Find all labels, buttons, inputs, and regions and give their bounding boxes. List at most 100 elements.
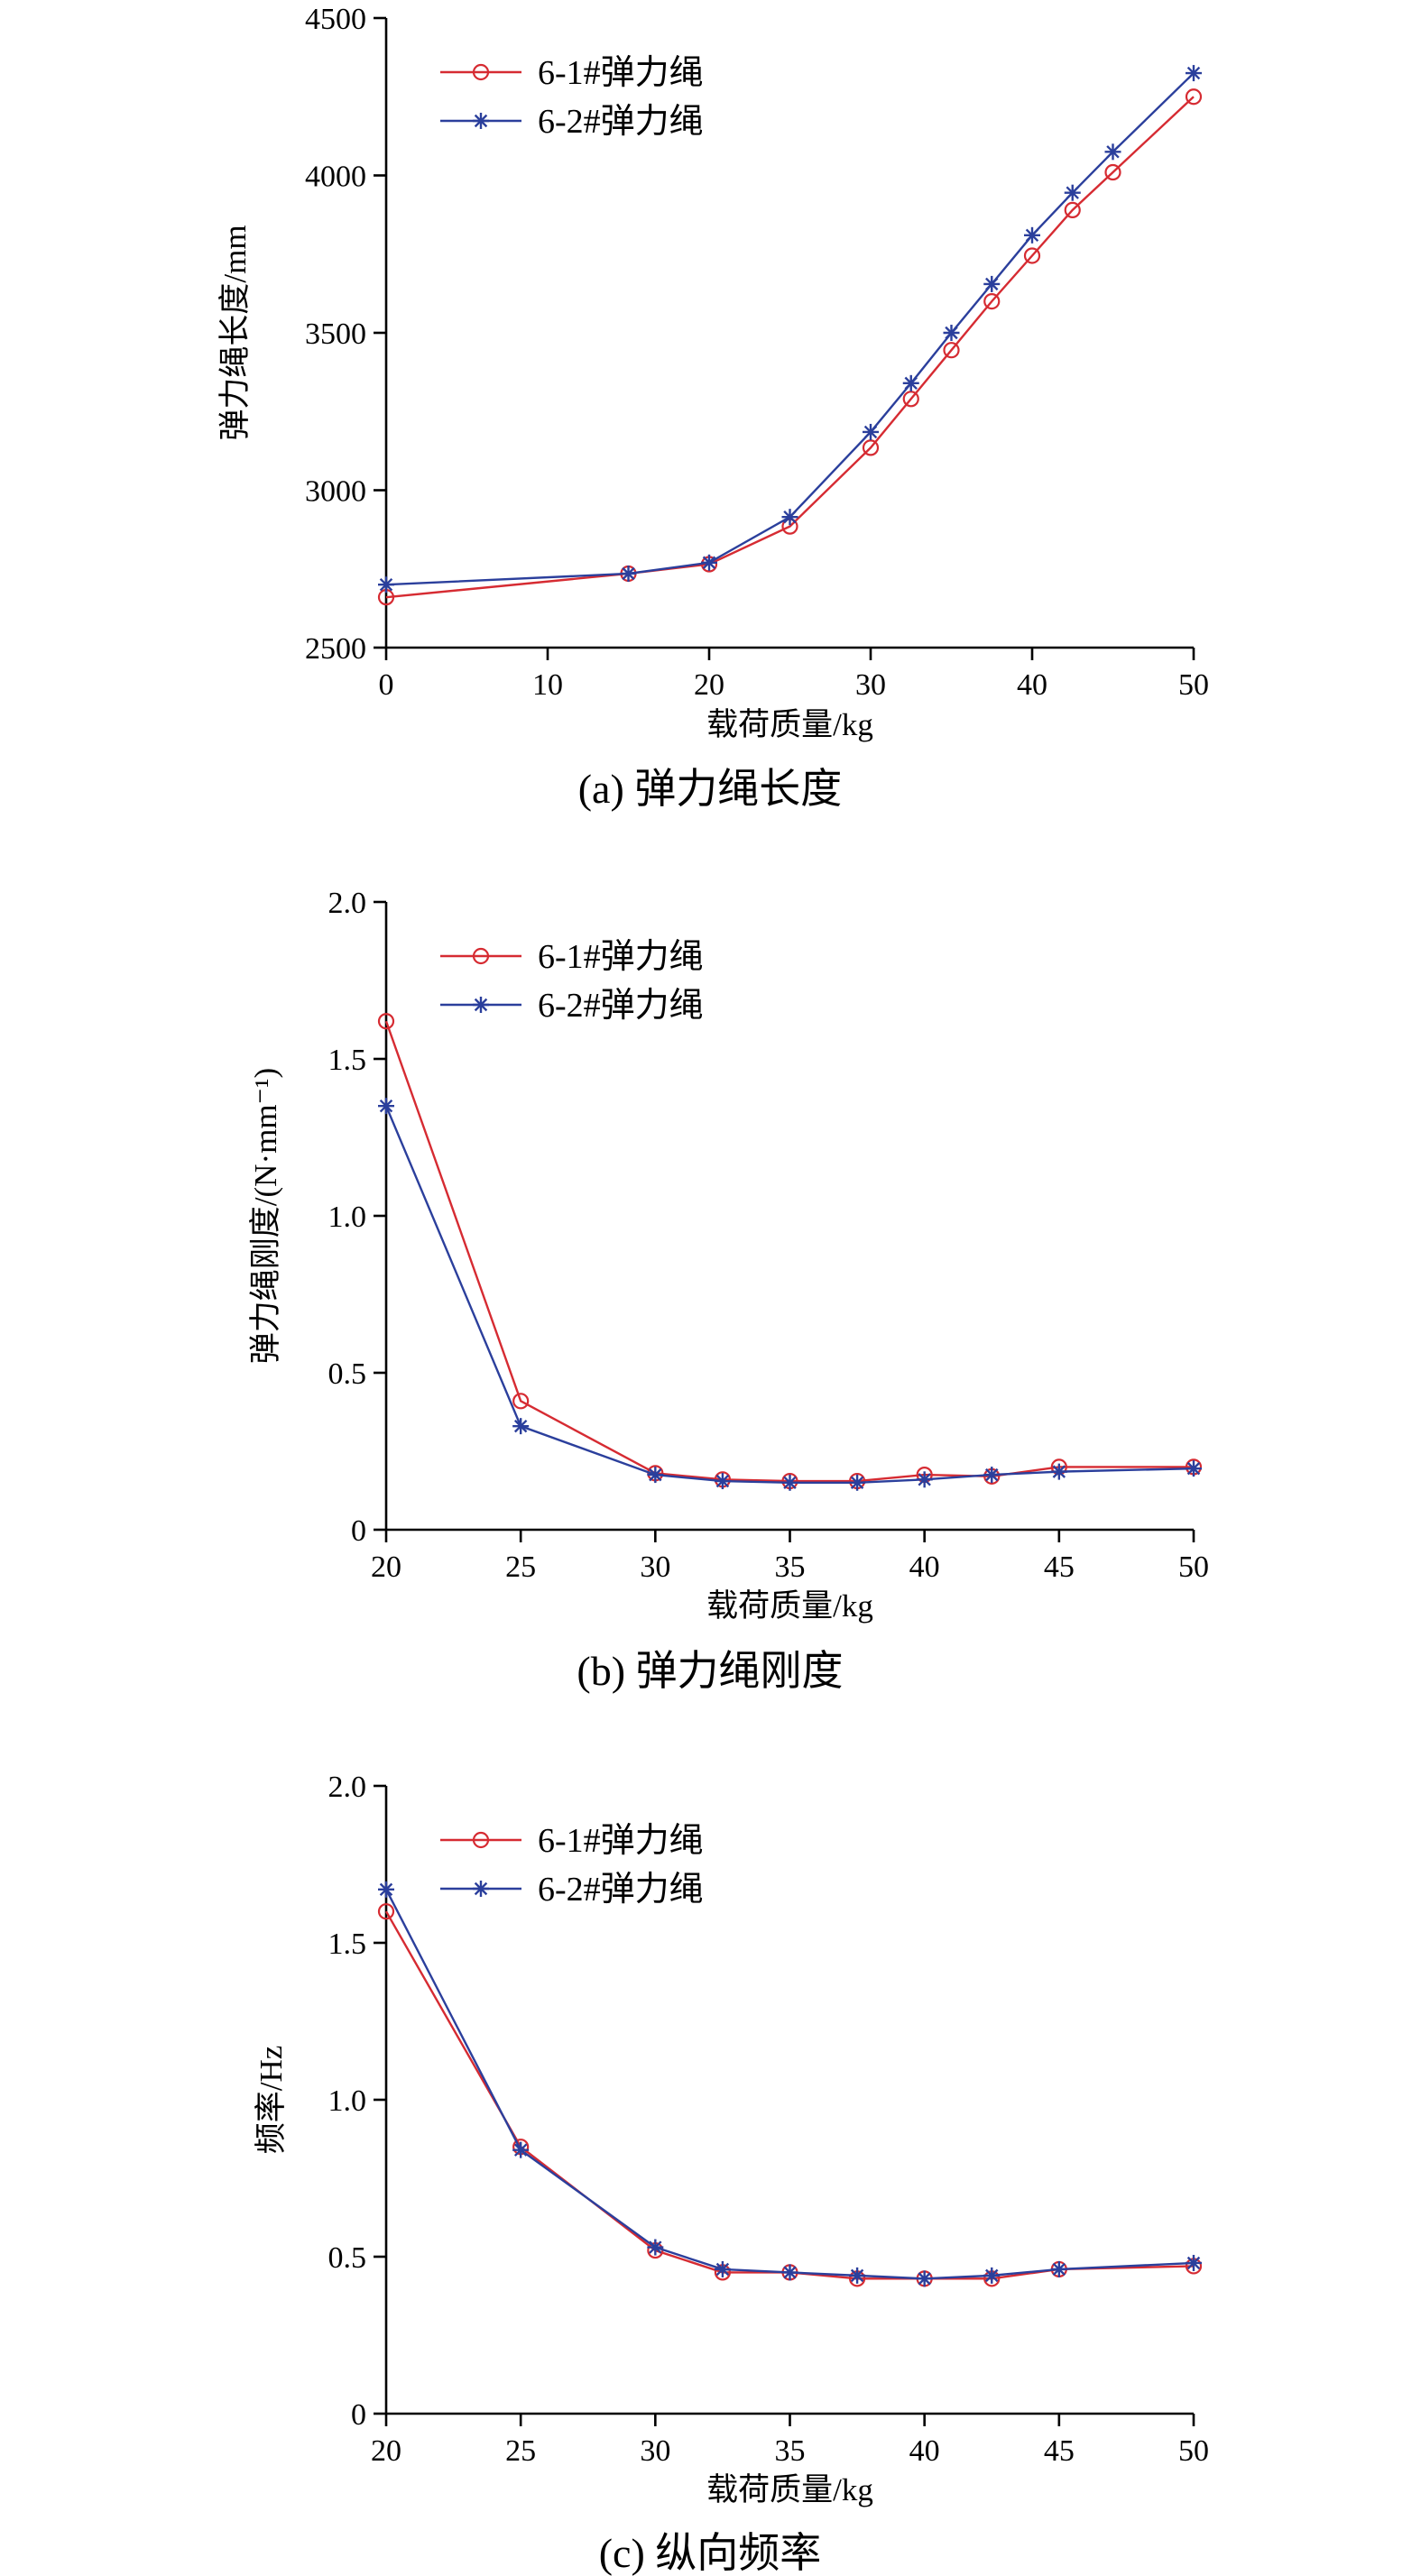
data-point-star — [781, 1474, 798, 1491]
x-tick-label: 10 — [532, 668, 563, 702]
y-tick-label: 1.0 — [328, 2084, 367, 2118]
y-tick-label: 0.5 — [328, 1357, 367, 1391]
data-point-circle — [1064, 201, 1081, 218]
series-line-2 — [384, 1889, 1195, 2280]
x-tick-label: 50 — [1178, 2434, 1209, 2468]
x-tick-label: 25 — [505, 1550, 536, 1584]
data-point-star — [647, 2239, 664, 2256]
data-point-circle — [983, 293, 1001, 310]
data-point-circle — [902, 391, 919, 408]
data-point-circle — [512, 1393, 530, 1410]
y-tick-label: 1.5 — [328, 1044, 367, 1077]
data-point-star — [1024, 226, 1040, 244]
x-tick-label: 50 — [1178, 1550, 1209, 1584]
data-point-circle — [943, 342, 960, 359]
legend-marker-star — [473, 113, 489, 129]
y-tick-label: 3000 — [305, 475, 366, 509]
data-point-circle — [1023, 247, 1041, 264]
data-point-star — [983, 275, 1001, 292]
data-point-star — [512, 1418, 530, 1435]
x-tick-label: 25 — [505, 2434, 536, 2468]
series-line-1 — [384, 1910, 1195, 2280]
x-tick-label: 20 — [371, 1550, 401, 1584]
y-axis-title: 弹力绳长度/mm — [217, 225, 253, 440]
data-point-star — [620, 565, 637, 582]
data-point-star — [849, 2267, 866, 2284]
x-tick-label: 0 — [379, 668, 394, 702]
data-point-star — [983, 1467, 1001, 1484]
x-tick-label: 30 — [640, 1550, 670, 1584]
y-tick-label: 0 — [351, 2398, 366, 2432]
legend-label: 6-1#弹力绳 — [538, 1822, 704, 1860]
data-point-star — [1050, 1463, 1067, 1480]
x-tick-label: 20 — [694, 668, 724, 702]
x-axis-title: 载荷质量/kg — [706, 707, 873, 742]
legend-marker-circle — [472, 63, 490, 81]
data-point-star — [647, 1467, 664, 1484]
y-tick-label: 2500 — [305, 632, 366, 666]
legend-label: 6-2#弹力绳 — [538, 1871, 704, 1909]
data-point-star — [1186, 65, 1202, 82]
x-tick-label: 40 — [909, 1550, 940, 1584]
chart-panel-2: 0 0.5 1.0 1.5 2.0 20 25 30 35 40 45 50 载荷质量/kg 频率/Hz (… — [254, 1771, 1209, 2576]
figure-caption: (a) 弹力绳长度 — [578, 766, 843, 812]
x-tick-label: 45 — [1044, 1550, 1075, 1584]
data-point-star — [1186, 1460, 1202, 1477]
x-tick-label: 30 — [640, 2434, 670, 2468]
figure-caption: (c) 纵向频率 — [599, 2530, 822, 2576]
data-point-star — [1050, 2260, 1067, 2277]
legend-label: 6-2#弹力绳 — [538, 987, 704, 1025]
legend-label: 6-1#弹力绳 — [538, 54, 704, 92]
data-point-star — [714, 1473, 731, 1490]
data-point-circle — [1104, 163, 1121, 181]
legend-marker-circle — [472, 947, 490, 965]
data-point-circle — [377, 1013, 395, 1030]
data-point-star — [916, 2270, 933, 2287]
data-point-star — [1104, 143, 1121, 161]
data-point-star — [943, 325, 960, 341]
data-point-star — [849, 1474, 866, 1491]
x-tick-label: 35 — [775, 2434, 806, 2468]
data-point-star — [701, 554, 717, 571]
y-tick-label: 1.5 — [328, 1927, 367, 1961]
y-tick-label: 0 — [351, 1514, 366, 1548]
x-tick-label: 30 — [855, 668, 886, 702]
data-point-star — [781, 509, 798, 526]
data-point-star — [983, 2267, 1001, 2284]
x-tick-label: 45 — [1044, 2434, 1075, 2468]
legend-marker-circle — [472, 1831, 490, 1849]
series-line-2 — [384, 1105, 1195, 1485]
data-point-star — [378, 1881, 394, 1898]
x-tick-label: 35 — [775, 1550, 806, 1584]
y-axis-title: 弹力绳刚度/(N·mm⁻¹) — [248, 1068, 283, 1364]
x-axis-title: 载荷质量/kg — [706, 2472, 873, 2507]
x-tick-label: 20 — [371, 2434, 401, 2468]
y-tick-label: 2.0 — [328, 1771, 367, 1804]
chart-panel-0: 2500 3000 3500 4000 4500 0 10 20 30 40 50 载荷质量/kg 弹力… — [217, 3, 1209, 812]
legend-marker-star — [473, 997, 489, 1013]
data-point-star — [378, 1098, 394, 1115]
series-line-2 — [385, 72, 1195, 586]
data-point-circle — [377, 1903, 395, 1920]
y-tick-label: 0.5 — [328, 2241, 367, 2275]
y-tick-label: 4500 — [305, 3, 366, 36]
legend-label: 6-1#弹力绳 — [538, 938, 704, 976]
data-point-star — [378, 576, 394, 593]
x-tick-label: 50 — [1178, 668, 1209, 702]
chart-panel-1: 0 0.5 1.0 1.5 2.0 20 25 30 35 40 45 50 载荷质量/kg 弹力绳刚度/… — [248, 887, 1209, 1694]
legend-marker-star — [473, 1881, 489, 1897]
y-tick-label: 1.0 — [328, 1201, 367, 1234]
x-tick-label: 40 — [1017, 668, 1047, 702]
y-axis-title: 频率/Hz — [254, 2046, 289, 2155]
y-tick-label: 4000 — [305, 161, 366, 194]
data-point-circle — [1185, 88, 1203, 106]
data-point-star — [714, 2260, 731, 2277]
series-line-1 — [384, 1020, 1194, 1483]
data-point-star — [512, 2141, 530, 2158]
x-tick-label: 40 — [909, 2434, 940, 2468]
y-tick-label: 3500 — [305, 317, 366, 351]
figure-caption: (b) 弹力绳刚度 — [577, 1648, 843, 1694]
x-axis-title: 载荷质量/kg — [706, 1588, 873, 1624]
legend-label: 6-2#弹力绳 — [538, 103, 704, 141]
